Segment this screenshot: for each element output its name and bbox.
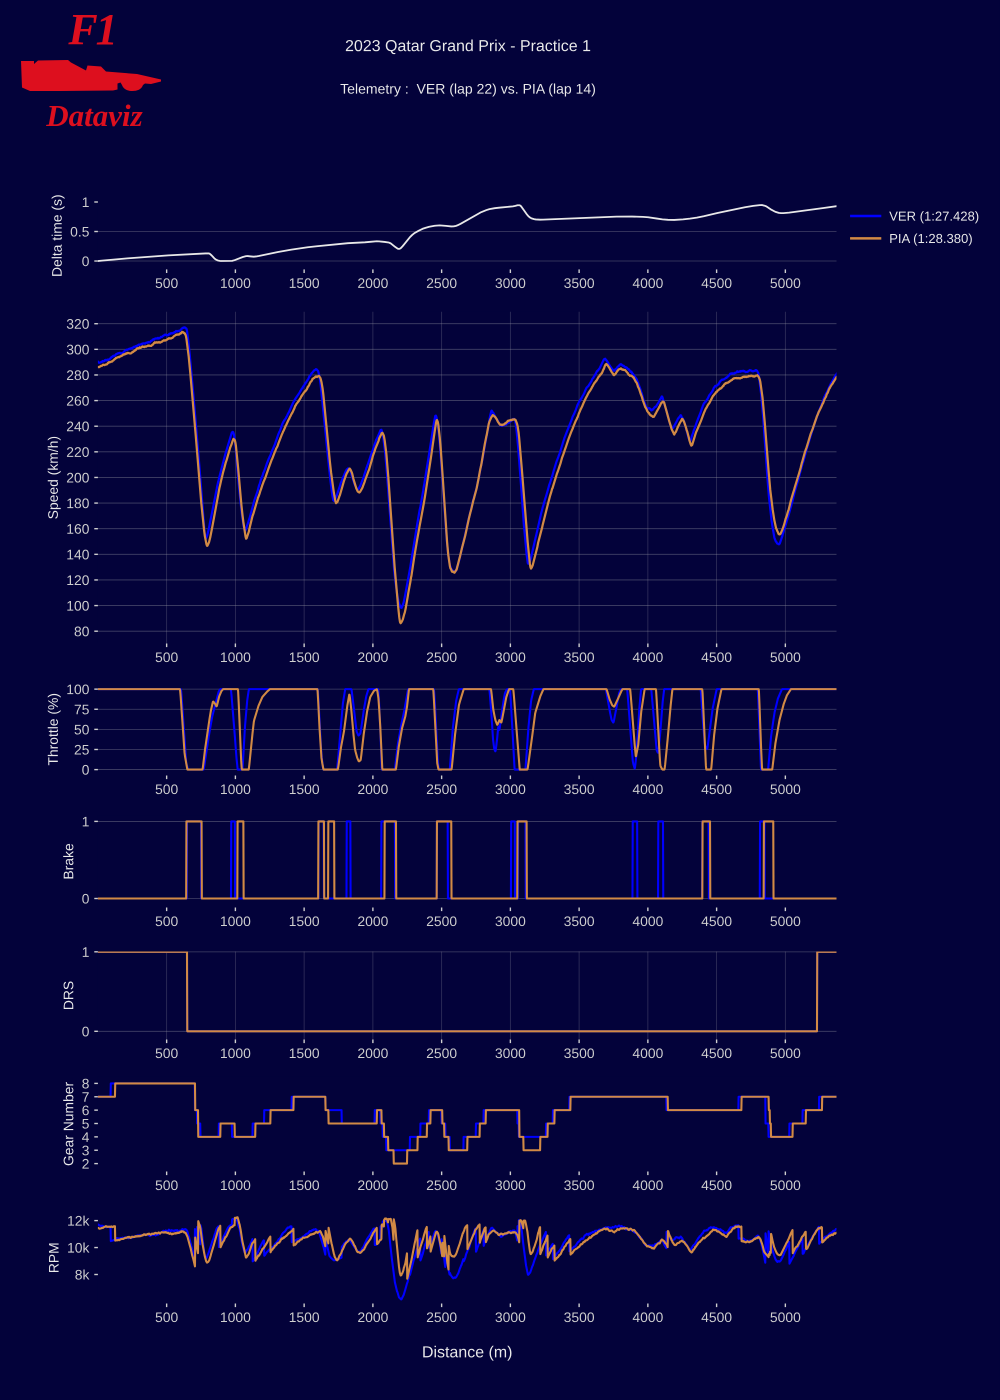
svg-text:F1: F1 bbox=[67, 5, 115, 54]
svg-text:Dataviz: Dataviz bbox=[45, 98, 142, 133]
